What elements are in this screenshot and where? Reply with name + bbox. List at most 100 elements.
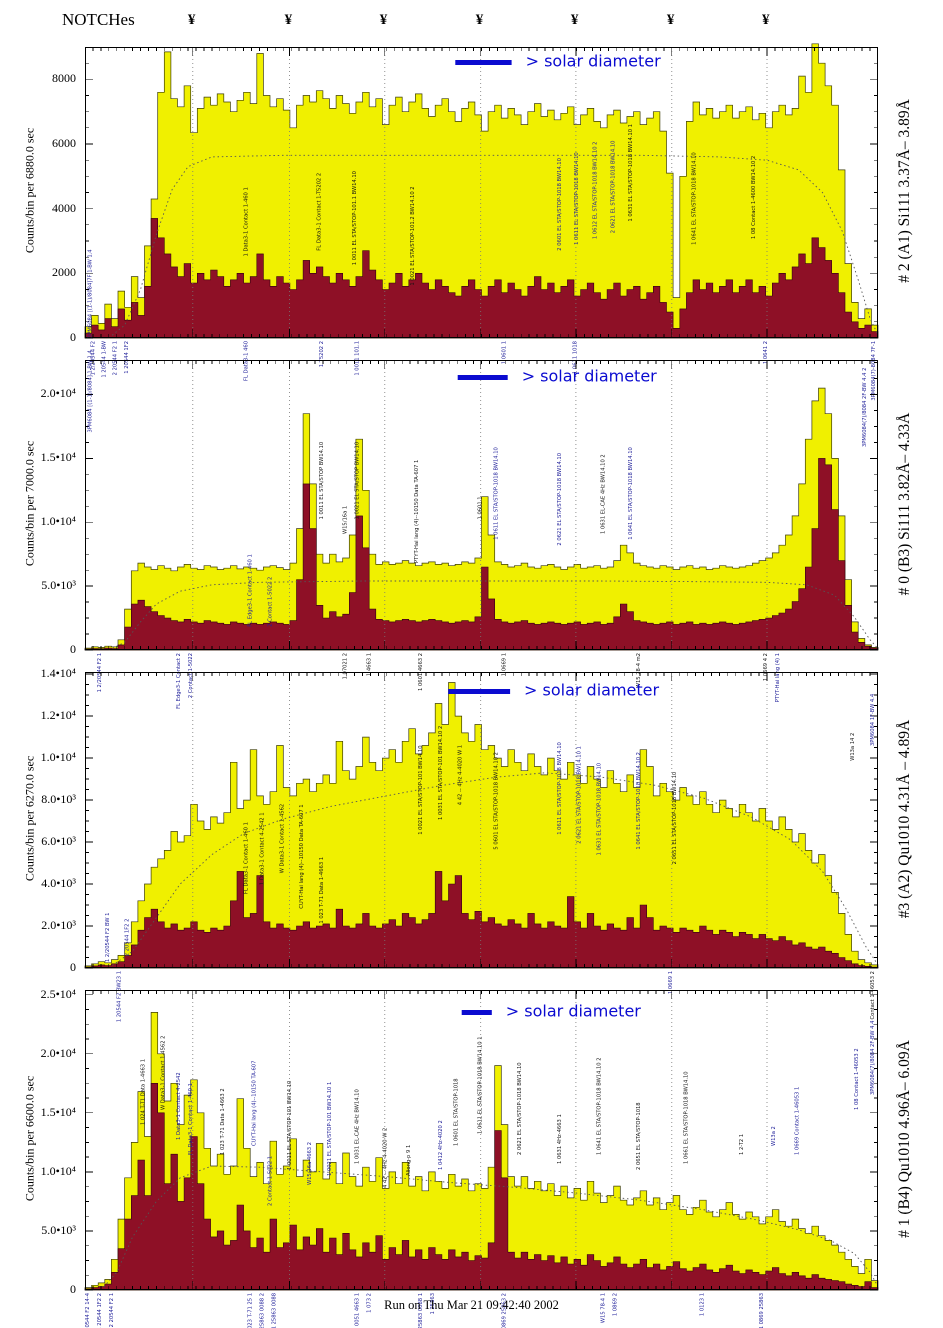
xaxis-annotation-text: 1 20544 1F2 — [124, 341, 130, 374]
annotation-text: 1 0611 EL STA/STOP-1018 BW14.10 — [493, 447, 499, 540]
annotation-text: 1 0641 EL STA/STOP-1018 BW14.10 2 — [636, 752, 642, 850]
annotation-text: W Data3-1 Contact 1-4562 — [279, 804, 285, 874]
solar-diameter-label: > solar diameter — [522, 367, 657, 386]
y-tick-label: 5.0•10³ — [41, 1222, 76, 1237]
xaxis-annotation-text: 1 2/20544 F2 14-4 — [85, 1292, 91, 1328]
annotation-text: W13a 2 — [771, 1126, 777, 1146]
notch-symbol: ¥ — [475, 12, 484, 28]
notch-lines — [192, 672, 768, 968]
annotation-text: 2 0621 EL STA/STOP-1018 BW14.10 — [611, 141, 617, 234]
envelope-curve — [108, 580, 879, 651]
annotation-text: 1 0021 EL STA/STOP BW14.10 — [355, 442, 361, 520]
notch-symbol: ¥ — [761, 12, 770, 28]
envelope-curve — [108, 772, 879, 969]
y-tick-label: 2.5•10⁴ — [40, 986, 76, 1001]
annotation-text: 4 42 -- 4Hz 4-4020 W 1 — [458, 745, 464, 805]
xaxis-annotation-text: 1 0123 1 — [700, 1293, 706, 1316]
histogram-total — [84, 682, 879, 969]
annotation-text: FL Edge3-1 Contact 1-460 1 — [248, 554, 254, 627]
y-tick-label: 1.4•10⁴ — [40, 666, 76, 681]
annotation-text: 2 Contact 1-5022 1 — [267, 1156, 273, 1206]
panel-right-title-1: # 2 (A1) Si111 3.37Å– 3.89Å — [896, 99, 913, 283]
xaxis-annotation-text: W15 78-4 1 — [600, 1293, 606, 1323]
annotation-text: 1 0611 EL STA/STOP-1018 BW14.10 1 — [478, 1036, 484, 1134]
y-tick-label: 4000 — [52, 200, 76, 215]
solar-diameter-bar — [448, 689, 511, 694]
annotation-text: 1 0011 EL STA/STOP-101.1 BW14.10 — [352, 171, 358, 265]
annotation-text: 1 023 T-71 Data 1-4663 1 — [319, 857, 325, 924]
y-tick-label: 2.0•10⁴ — [40, 1045, 76, 1060]
annotation-text: 1 0031 EL-CAE 4Hz BW14.10 — [355, 1089, 361, 1164]
xaxis-annotation-text: 1 07021 2 — [343, 653, 349, 679]
annotation-text: 1 0631 EL STA/STOP-1018 BW14.10 — [597, 763, 603, 856]
solar-diameter-bar — [455, 60, 512, 65]
plot-frame — [85, 672, 878, 968]
y-tick-label: 0 — [70, 960, 76, 974]
annotation-text: 1 0611 EL STA/STOP-1018 BW14.10 — [557, 742, 563, 835]
annotation-text: 5 0601 EL STA/STOP-1018 BW14.10 2 — [493, 752, 499, 850]
annotation-text: 1 0021 EL STA/STOP-101 BW14.10 1 — [327, 1082, 333, 1176]
plot-frame — [85, 47, 878, 338]
annotation-text: 1 08 Contact 1-4600 BW14.10 2 — [751, 156, 757, 239]
annotation-text: 2 20544 1F2 2 — [125, 919, 131, 957]
y-tick-label: 1.2•10⁴ — [40, 708, 76, 723]
xaxis-annotation-text: 1 0869 25863 — [759, 1293, 765, 1328]
xaxis-annotation-text: 1 0641 2 — [763, 341, 769, 364]
xaxis-annotation-text: 2 20544 F2 1 — [113, 341, 119, 375]
y-tick-label: 1.0•10⁴ — [40, 514, 76, 529]
annotation-text: 2 0601 EL STA/STOP-1018 BW14.10 — [557, 158, 563, 251]
notch-lines — [192, 360, 768, 650]
plot-annotations: 3PM6084 [(1-1)/8084] 1-BW 1.4 FL Edge3-1 … — [87, 349, 868, 708]
y-tick-label: 0 — [70, 1282, 76, 1296]
histogram-background — [84, 1083, 879, 1291]
y-tick-label: 1.5•10⁴ — [40, 450, 76, 465]
annotation-text: 3PM6084(7)/8084 2F-BW 4.4 2 — [862, 368, 868, 447]
panel-right-title-2: # 0 (B3) Si111 3.82Å– 4.33Å — [896, 412, 913, 596]
y-tick-label: 1.0•10⁴ — [40, 750, 76, 765]
xaxis-annotation-text: 1 25863 — [430, 1293, 436, 1314]
y-tick-label: 6.0•10³ — [41, 834, 76, 849]
annotation-text: CUYT-Hai lang (4)--10150 Data TA-607 1 — [299, 804, 305, 908]
annotation-text: 1 0669 Contact 1-46053 1 — [795, 1087, 801, 1155]
xaxis-annotation-text: 1 2/20544 F2 — [91, 341, 97, 375]
plot-svg-3: 1 2/20544 F2 BW 1 2 20544 1F2 2 FL Data3-1… — [84, 672, 879, 1022]
annotation-text: 1 0611 EL STA/STOP-1018 BW14.10 — [574, 152, 580, 245]
plot-frame — [85, 990, 878, 1290]
solar-diameter-label: > solar diameter — [524, 681, 659, 700]
annotation-text: Aliong-p 9 1 — [406, 1145, 412, 1176]
annotation-text: 1 0661 EL STA/STOP-1018 BW14.10 — [684, 1071, 690, 1164]
annotation-text: W Data3-1 Contact 1-4562 2 — [160, 1036, 166, 1110]
plot-svg-2: 3PM6084 [(1-1)/8084] 1-BW 1.4 FL Edge3-1 … — [84, 349, 879, 709]
notch-symbol: ¥ — [379, 12, 388, 28]
panel-right-title-3: #3 (A2) Qu1010 4.31Å – 4.89Å — [896, 719, 913, 919]
xaxis-annotation-text: 2 Contact 1-5022 — [188, 653, 194, 698]
annotation-text: 2 0651 EL STA/STOP-1018 — [636, 1102, 642, 1170]
panel-right-title-4: # 1 (B4) Qu1010 4.96Å– 6.09Å — [896, 1040, 913, 1238]
solar-diameter-label: > solar diameter — [506, 1002, 641, 1021]
notch-symbol: ¥ — [284, 12, 293, 28]
histogram-total — [84, 43, 879, 339]
xaxis-annotation-text: PTYT-Hai lang (4) 1 — [775, 653, 781, 702]
annotation-text: 3PM6084 1F-BW 4.4 — [870, 693, 876, 746]
annotation-text: 2 0651 EL STA/STOP-1018 BW14.10 — [672, 772, 678, 865]
annotation-text: 1 Data3-1 Contact 4-2542 — [176, 1072, 182, 1140]
xaxis-annotation-text: 25863 0088 1 — [418, 1293, 424, 1328]
y-tick-label: 0 — [70, 642, 76, 656]
annotation-text: 1 0021 EL STA/STOP-101.2 BW14.10 2 — [410, 186, 416, 285]
annotation-text: 1 0601 1 — [478, 496, 484, 519]
annotation-text: W15/16a 1 — [343, 506, 349, 534]
notch-lines — [192, 47, 768, 338]
annotation-text: 2 0621 EL STA/STOP-1018 BW14.10 — [517, 1062, 523, 1155]
y-tick-label: 2000 — [52, 265, 76, 280]
annotation-text: FL Data3-1 Contact 1-460 1 — [244, 822, 250, 894]
y-tick-label: 6000 — [52, 136, 76, 150]
envelope-curve — [100, 1165, 879, 1291]
xaxis-annotation-text: 1 0869 25863 2 — [501, 1293, 507, 1328]
solar-diameter-bar — [461, 1010, 492, 1015]
histogram-background — [84, 458, 879, 651]
solar-diameter-bar — [457, 375, 508, 380]
y-tick-label: 1.0•10⁴ — [40, 1163, 76, 1178]
annotation-text: PTYT-Hai lang (4)--10150 Data TA-607 1 — [414, 460, 420, 563]
annotation-text: 2 0621 EL STA/STOP-1018 BW14.10 1 — [577, 746, 583, 844]
xaxis-annotation-text: 1 0869 2 — [612, 1293, 618, 1316]
